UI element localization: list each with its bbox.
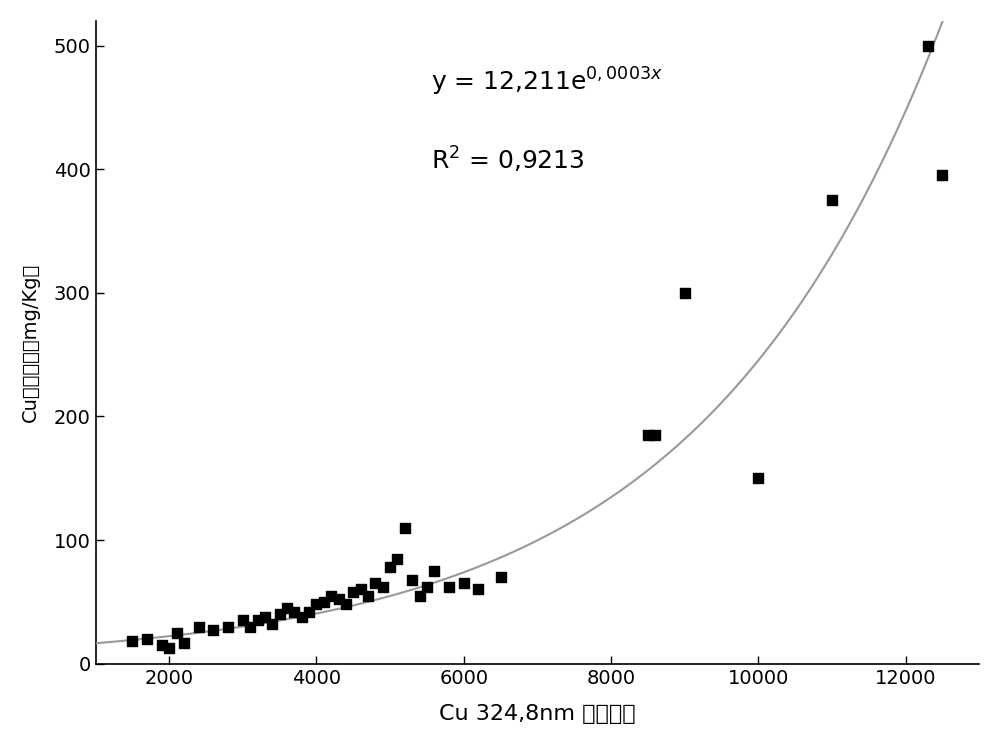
Point: [353, 583, 369, 595]
Point: [139, 633, 155, 645]
Point: [750, 472, 766, 484]
Point: [257, 611, 273, 623]
Point: [647, 429, 663, 441]
Point: [934, 169, 950, 181]
Point: [824, 194, 840, 206]
Point: [169, 627, 185, 638]
Point: [308, 598, 324, 610]
Point: [323, 590, 339, 602]
Point: [470, 583, 486, 595]
Point: [154, 639, 170, 651]
Point: [426, 565, 442, 577]
Point: [389, 553, 405, 565]
Point: [286, 606, 302, 618]
Point: [161, 641, 177, 653]
Point: [338, 598, 354, 610]
Point: [360, 590, 376, 602]
Text: R$^2$ = 0,9213: R$^2$ = 0,9213: [431, 145, 585, 175]
Point: [345, 586, 361, 598]
Point: [294, 611, 310, 623]
Point: [920, 39, 936, 51]
Point: [279, 602, 295, 614]
Point: [419, 581, 435, 593]
Point: [301, 606, 317, 618]
Y-axis label: Cu真实含量（mg/Kg）: Cu真实含量（mg/Kg）: [21, 262, 40, 422]
Point: [124, 635, 140, 647]
Point: [397, 522, 413, 533]
Point: [382, 561, 398, 573]
Point: [441, 581, 457, 593]
Point: [456, 577, 472, 589]
Point: [412, 590, 428, 602]
Point: [367, 577, 383, 589]
Text: y = 12,211e$^{0,0003x}$: y = 12,211e$^{0,0003x}$: [431, 66, 663, 98]
Point: [375, 581, 391, 593]
Point: [331, 594, 347, 606]
Point: [242, 621, 258, 633]
Point: [235, 615, 251, 627]
Point: [191, 621, 207, 633]
Point: [493, 571, 509, 583]
Point: [205, 624, 221, 636]
Point: [316, 596, 332, 608]
Point: [640, 429, 656, 441]
Point: [264, 618, 280, 630]
Point: [250, 615, 266, 627]
Point: [404, 574, 420, 586]
X-axis label: Cu 324,8nm 波长强度: Cu 324,8nm 波长强度: [439, 704, 636, 724]
Point: [677, 287, 693, 299]
Point: [176, 637, 192, 649]
Point: [220, 621, 236, 633]
Point: [272, 608, 288, 620]
